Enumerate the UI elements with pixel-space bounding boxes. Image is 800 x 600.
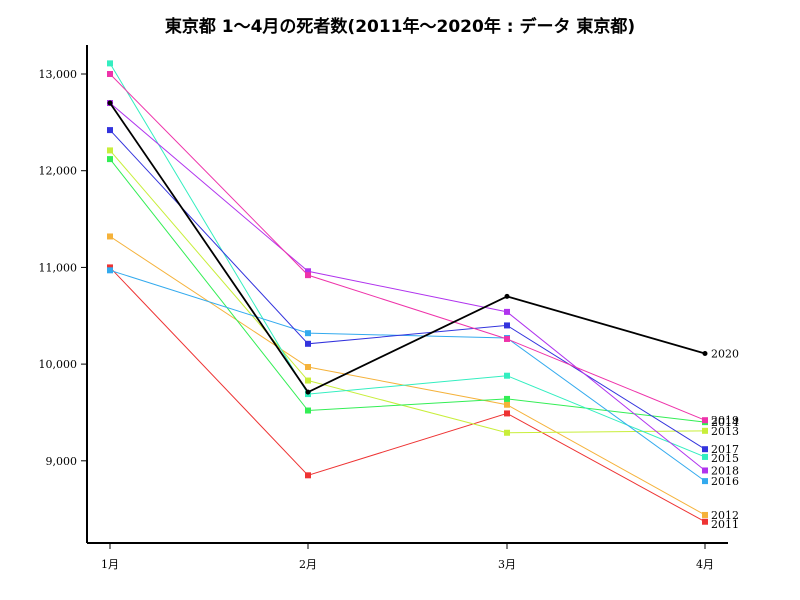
series-label-2012: 2012 xyxy=(711,509,739,522)
data-point xyxy=(305,389,311,395)
y-tick-label: 13,000 xyxy=(39,68,78,81)
series-label-2011: 2011 xyxy=(711,518,739,531)
y-tick-label: 11,000 xyxy=(39,261,78,274)
series-2016 xyxy=(107,267,708,485)
series-line xyxy=(109,150,706,434)
y-tick-label: 9,000 xyxy=(46,455,78,468)
series-line xyxy=(109,129,706,450)
x-tick-label: 4月 xyxy=(696,558,714,571)
x-tick-label: 2月 xyxy=(299,558,317,571)
series-layer xyxy=(107,60,708,525)
data-point xyxy=(504,322,510,329)
series-line xyxy=(109,269,706,482)
data-point xyxy=(702,350,708,356)
data-point xyxy=(504,395,510,402)
data-point xyxy=(702,511,708,518)
data-point xyxy=(504,293,510,299)
data-point xyxy=(504,410,510,417)
series-2012 xyxy=(107,233,708,518)
series-label-2017: 2017 xyxy=(711,443,739,456)
chart-title: 東京都 1〜4月の死者数(2011年〜2020年 : データ 東京都) xyxy=(164,17,636,37)
data-point xyxy=(305,330,311,337)
data-point xyxy=(107,100,113,106)
data-point xyxy=(702,427,708,434)
series-line xyxy=(109,102,706,394)
data-point xyxy=(702,467,708,474)
data-point xyxy=(305,268,311,275)
data-point xyxy=(702,417,708,424)
data-point xyxy=(305,472,311,479)
x-tick-label: 1月 xyxy=(101,558,119,571)
data-point xyxy=(702,518,708,525)
data-point xyxy=(107,60,113,67)
series-label-2018: 2018 xyxy=(711,464,739,477)
data-point xyxy=(702,478,708,485)
data-point xyxy=(305,272,311,279)
data-point xyxy=(107,233,113,240)
data-point xyxy=(504,429,510,436)
series-2020 xyxy=(107,100,708,395)
data-point xyxy=(305,340,311,347)
series-line xyxy=(109,63,706,458)
series-label-2015: 2015 xyxy=(711,452,739,465)
axes: 9,000 10,000 11,000 12,000 13,000 1月 2月 3月 4月 xyxy=(39,45,728,571)
series-2013 xyxy=(107,147,708,436)
series-label-2013: 2013 xyxy=(711,425,739,438)
data-point xyxy=(504,401,510,408)
series-2015 xyxy=(107,60,708,460)
data-point xyxy=(107,127,113,134)
data-point xyxy=(107,267,113,274)
series-label-2016: 2016 xyxy=(711,475,739,488)
data-point xyxy=(107,147,113,154)
data-point xyxy=(305,407,311,414)
series-label-2014: 2014 xyxy=(711,416,739,429)
series-line xyxy=(109,102,706,471)
data-point xyxy=(107,71,113,78)
x-tick-label: 3月 xyxy=(498,558,516,571)
series-line xyxy=(109,267,706,523)
series-2017 xyxy=(107,127,708,453)
data-point xyxy=(702,446,708,453)
series-line xyxy=(109,158,706,423)
series-label-2020: 2020 xyxy=(711,347,739,360)
y-tick-label: 12,000 xyxy=(39,165,78,178)
series-2018 xyxy=(107,100,708,474)
series-line xyxy=(109,73,706,421)
data-point xyxy=(504,335,510,342)
data-point xyxy=(702,453,708,460)
y-tick-label: 10,000 xyxy=(39,358,78,371)
data-point xyxy=(305,364,311,371)
data-point xyxy=(504,372,510,379)
series-2019 xyxy=(107,71,708,424)
data-point xyxy=(107,156,113,163)
series-label-2019: 2019 xyxy=(711,414,739,427)
data-point xyxy=(305,377,311,384)
data-point xyxy=(504,308,510,315)
